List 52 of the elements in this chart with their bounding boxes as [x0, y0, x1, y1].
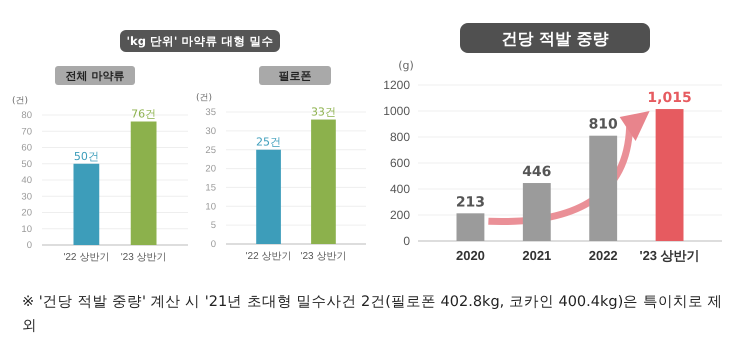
data-label: 76건	[131, 108, 156, 120]
bar	[522, 183, 551, 241]
x-tick-label: 2022	[588, 248, 618, 264]
y-tick-label: 0	[403, 234, 410, 248]
data-label: 810	[588, 116, 618, 133]
x-tick-label: '23 상반기	[639, 248, 700, 264]
x-tick-label: '22 상반기	[246, 251, 292, 262]
y-tick-label: 35	[205, 107, 216, 118]
data-label: 213	[456, 194, 486, 210]
y-tick-label: 1000	[383, 104, 410, 118]
y-tick-label: 40	[21, 175, 32, 186]
y-tick-label: 30	[205, 126, 216, 137]
y-tick-label: 5	[210, 220, 216, 232]
text: 'kg 단위' 마약류 대형 밀수	[126, 34, 274, 48]
x-tick-label: 2021	[522, 248, 552, 264]
y-axis-title: (건)	[196, 93, 212, 103]
y-tick-label: 30	[21, 191, 32, 202]
y-axis-title: (g)	[398, 59, 414, 72]
bar	[589, 136, 618, 241]
data-label: 25건	[256, 136, 282, 149]
y-tick-label: 60	[21, 142, 32, 154]
y-tick-label: 600	[390, 156, 410, 170]
data-label: 1,015	[647, 90, 692, 106]
y-tick-label: 70	[21, 126, 32, 138]
chart-title: 필로폰	[278, 69, 312, 82]
x-tick-label: 2020	[456, 248, 485, 264]
y-tick-label: 50	[21, 158, 32, 170]
y-tick-label: 10	[21, 224, 32, 235]
bar	[656, 109, 684, 241]
y-tick-label: 0	[26, 240, 32, 252]
x-tick-label: '23 상반기	[300, 251, 346, 262]
text: ※ '건당 적발 중량' 계산 시 '21년 초대형 밀수사건 2건(필로폰 402.8kg, 코카인 400.4kg)은 특이치로 제외	[22, 293, 724, 336]
y-tick-label: 20	[205, 164, 216, 175]
y-tick-label: 400	[390, 182, 410, 196]
y-tick-label: 15	[205, 182, 216, 194]
x-tick-label: '22 상반기	[63, 252, 110, 264]
data-label: 446	[522, 164, 552, 180]
y-tick-label: 800	[390, 130, 410, 144]
y-tick-label: 200	[390, 208, 410, 222]
y-tick-label: 80	[21, 110, 32, 122]
y-tick-label: 10	[205, 201, 216, 212]
y-tick-label: 25	[205, 144, 216, 156]
bar	[456, 213, 484, 241]
y-tick-label: 1200	[383, 78, 410, 92]
data-label: 33건	[310, 106, 336, 119]
data-label: 50건	[74, 150, 99, 163]
y-tick-label: 20	[21, 208, 32, 219]
y-tick-label: 0	[210, 239, 216, 250]
chart-title: 건당 적발 중량	[501, 28, 609, 48]
x-tick-label: '23 상반기	[120, 252, 167, 264]
chart-title: 전체 마약류	[66, 69, 124, 82]
y-axis-title: (건)	[12, 96, 28, 106]
